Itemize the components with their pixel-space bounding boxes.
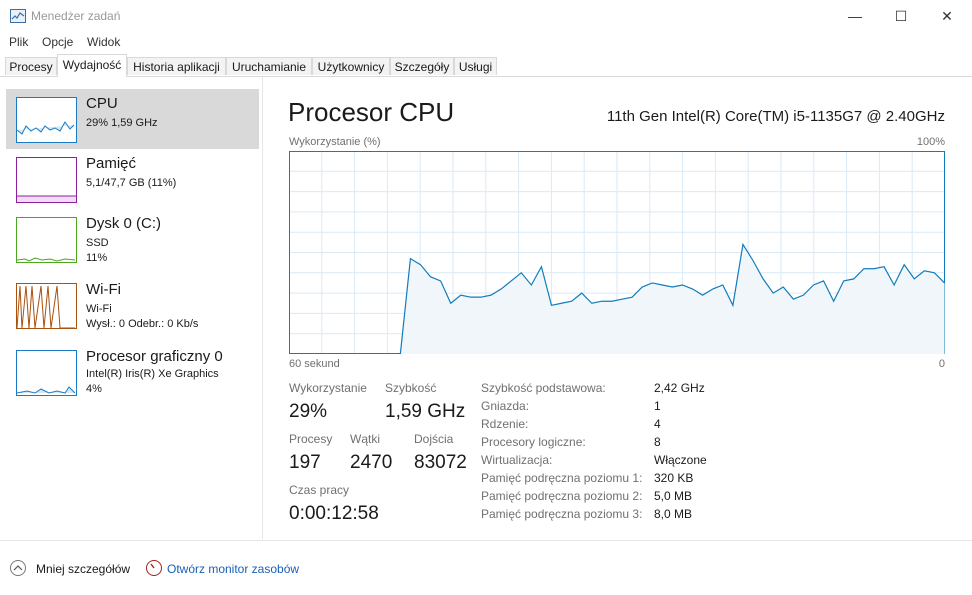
resource-detail-2: 11%	[86, 252, 108, 264]
disk-thumbnail	[16, 217, 77, 263]
graph-max-label: 100%	[916, 136, 945, 148]
usage-area	[289, 244, 945, 354]
tab-startup[interactable]: Uruchamianie	[226, 57, 312, 75]
resource-list: CPU 29% 1,59 GHz Pamięć 5,1/47,7 GB (11%…	[0, 77, 263, 539]
menu-bar: Plik Opcje Widok	[0, 32, 972, 52]
detail-key: Szybkość podstawowa:	[481, 381, 606, 395]
resource-memory[interactable]: Pamięć 5,1/47,7 GB (11%)	[6, 149, 259, 209]
gpu-thumbnail	[16, 350, 77, 396]
uptime-label: Czas pracy	[289, 483, 350, 497]
resource-wifi[interactable]: Wi-Fi Wi-Fi Wysł.: 0 Odebr.: 0 Kb/s	[6, 275, 259, 335]
fewer-details-button[interactable]: Mniej szczegółów	[36, 562, 131, 576]
graph-zero-label: 0	[938, 358, 945, 370]
resource-disk[interactable]: Dysk 0 (C:) SSD 11%	[6, 209, 259, 269]
menu-options[interactable]: Opcje	[42, 35, 74, 49]
resource-gpu[interactable]: Procesor graficzny 0 Intel(R) Iris(R) Xe…	[6, 342, 259, 402]
uptime-value: 0:00:12:58	[289, 503, 379, 524]
resource-name: Procesor graficzny 0	[86, 348, 223, 365]
detail-key: Gniazda:	[481, 399, 530, 413]
window-title: Menedżer zadań	[31, 9, 121, 23]
chevron-up-icon[interactable]	[10, 560, 26, 576]
detail-key: Pamięć podręczna poziomu 2:	[481, 489, 643, 503]
resource-detail: Wi-Fi	[86, 303, 112, 315]
threads-label: Wątki	[350, 432, 380, 446]
graph-time-label: 60 sekund	[289, 358, 340, 370]
minimize-button[interactable]: —	[848, 8, 862, 24]
cpu-usage-graph	[289, 151, 945, 354]
detail-value: 320 KB	[654, 471, 694, 485]
detail-value: Włączone	[654, 453, 707, 467]
cpu-detail-panel: Procesor CPU 11th Gen Intel(R) Core(TM) …	[263, 77, 972, 539]
detail-key: Pamięć podręczna poziomu 3:	[481, 507, 643, 521]
resource-detail: Intel(R) Iris(R) Xe Graphics	[86, 368, 219, 380]
resource-detail-2: 4%	[86, 383, 102, 395]
speed-value: 1,59 GHz	[385, 401, 466, 422]
threads-value: 2470	[350, 452, 393, 473]
usage-value: 29%	[289, 401, 328, 422]
handles-label: Dojścia	[414, 432, 454, 446]
detail-key: Procesory logiczne:	[481, 435, 586, 449]
resource-name: Wi-Fi	[86, 281, 121, 298]
resource-detail: 29% 1,59 GHz	[86, 117, 158, 129]
resource-name: Dysk 0 (C:)	[86, 215, 161, 232]
page-title: Procesor CPU	[288, 97, 455, 127]
resource-detail: 5,1/47,7 GB (11%)	[86, 177, 177, 189]
detail-value: 8	[654, 435, 661, 449]
close-button[interactable]: ✕	[941, 8, 953, 24]
detail-value: 2,42 GHz	[654, 381, 705, 395]
processes-label: Procesy	[289, 432, 333, 446]
resource-cpu[interactable]: CPU 29% 1,59 GHz	[6, 89, 259, 149]
wifi-thumbnail	[16, 283, 77, 329]
usage-line	[289, 242, 945, 354]
open-resource-monitor-link[interactable]: Otwórz monitor zasobów	[167, 562, 300, 576]
processes-value: 197	[289, 452, 321, 473]
tab-details[interactable]: Szczegóły	[390, 57, 454, 75]
tab-services[interactable]: Usługi	[454, 57, 497, 75]
detail-value: 4	[654, 417, 661, 431]
speed-label: Szybkość	[385, 381, 437, 395]
detail-key: Wirtualizacja:	[481, 453, 553, 467]
tab-users[interactable]: Użytkownicy	[312, 57, 390, 75]
tab-app-history[interactable]: Historia aplikacji	[127, 57, 226, 75]
detail-value: 5,0 MB	[654, 489, 693, 503]
detail-value: 8,0 MB	[654, 507, 693, 521]
graph-label: Wykorzystanie (%)	[289, 136, 381, 148]
resource-detail: SSD	[86, 237, 109, 249]
title-bar: Menedżer zadań — ☐ ✕	[0, 0, 972, 32]
resource-detail-2: Wysł.: 0 Odebr.: 0 Kb/s	[86, 318, 199, 330]
task-manager-icon	[10, 9, 26, 23]
cpu-thumbnail	[16, 97, 77, 143]
tab-strip: Procesy Wydajność Historia aplikacji Uru…	[0, 52, 972, 77]
bottom-bar: Mniej szczegółów Otwórz monitor zasobów	[0, 540, 972, 595]
resource-name: Pamięć	[86, 155, 137, 172]
resource-name: CPU	[86, 95, 118, 112]
tab-performance[interactable]: Wydajność	[57, 54, 127, 77]
handles-value: 83072	[414, 452, 467, 473]
resource-monitor-icon	[146, 560, 162, 576]
usage-label: Wykorzystanie	[289, 381, 367, 395]
tab-processes[interactable]: Procesy	[5, 57, 57, 75]
detail-value: 1	[654, 399, 661, 413]
menu-view[interactable]: Widok	[87, 35, 121, 49]
detail-key: Pamięć podręczna poziomu 1:	[481, 471, 643, 485]
memory-thumbnail	[16, 157, 77, 203]
cpu-model: 11th Gen Intel(R) Core(TM) i5-1135G7 @ 2…	[606, 108, 945, 125]
maximize-button[interactable]: ☐	[894, 8, 908, 24]
menu-file[interactable]: Plik	[9, 35, 29, 49]
detail-key: Rdzenie:	[481, 417, 529, 431]
